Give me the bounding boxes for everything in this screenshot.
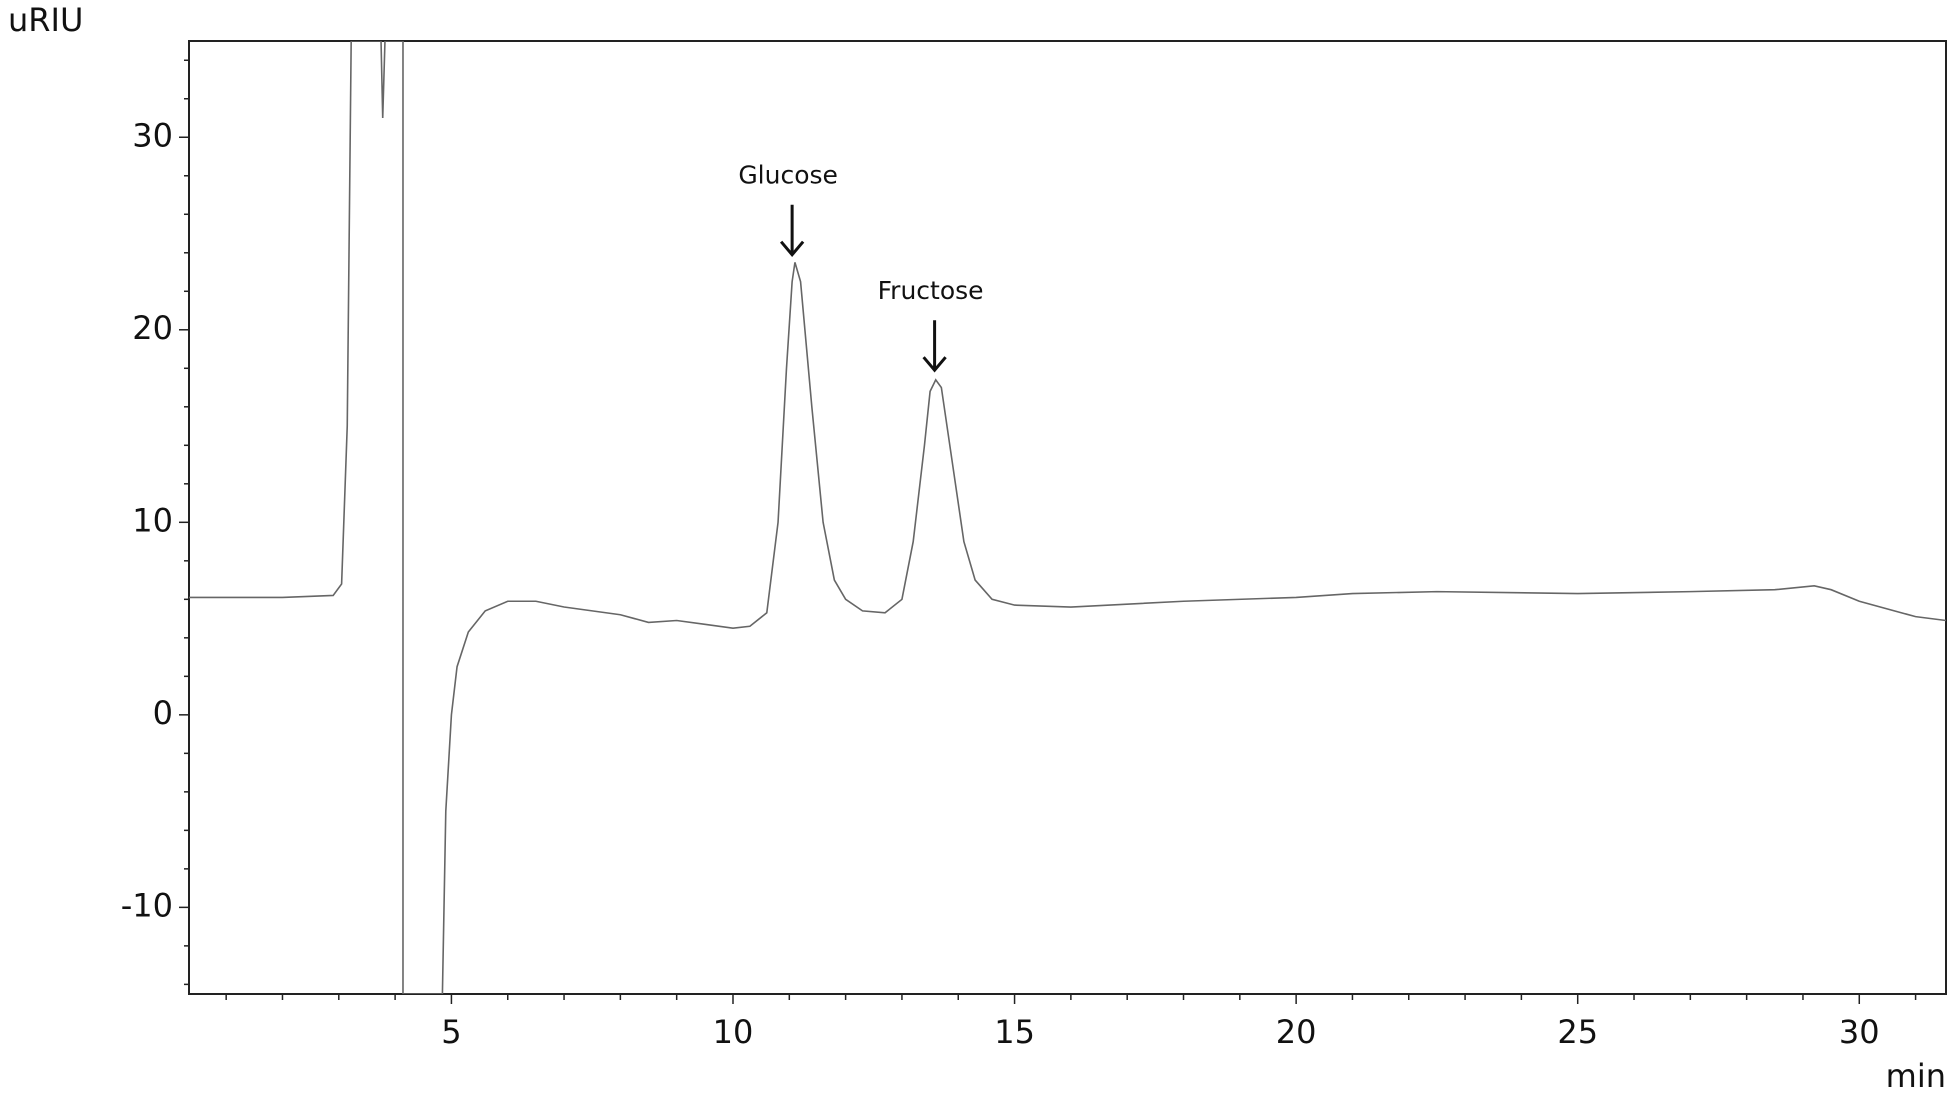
annotation: Fructose [878, 276, 984, 305]
annotation: Glucose [738, 161, 838, 190]
x-tick-label: 10 [713, 1013, 754, 1051]
x-tick-label: 5 [441, 1013, 461, 1051]
x-tick-label: 15 [994, 1013, 1035, 1051]
y-tick-label: 30 [132, 116, 173, 154]
y-tick-label: -10 [121, 886, 173, 924]
y-tick-label: 20 [132, 309, 173, 347]
x-tick-label: 30 [1839, 1013, 1880, 1051]
y-axis-label: uRIU [8, 1, 83, 39]
x-tick-label: 25 [1557, 1013, 1598, 1051]
plot-frame [188, 40, 1947, 995]
annotation-arrow [779, 204, 805, 258]
annotation-arrow [922, 320, 947, 373]
x-axis-label: min [1886, 1057, 1946, 1095]
y-tick-label: 10 [132, 501, 173, 539]
y-tick-label: 0 [153, 694, 173, 732]
trace-line [189, 41, 1946, 994]
x-tick-label: 20 [1276, 1013, 1317, 1051]
